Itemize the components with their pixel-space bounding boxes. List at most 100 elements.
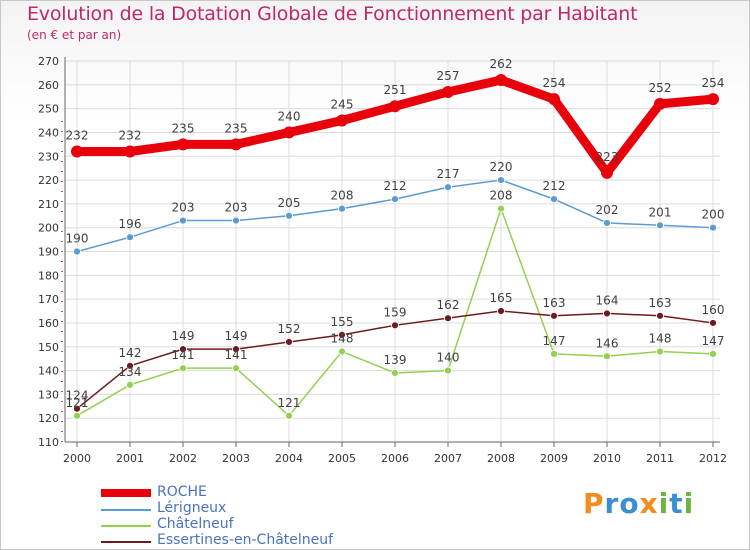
point-series-1 [126, 233, 134, 242]
point-series-1 [550, 195, 558, 204]
data-label: 124 [66, 389, 89, 403]
point-roche [283, 126, 295, 139]
x-tick-label: 2001 [116, 452, 144, 465]
y-tick-label: 180 [38, 269, 59, 282]
data-label: 223 [596, 150, 619, 164]
data-label: 163 [649, 296, 672, 310]
point-series-3 [709, 319, 717, 327]
data-label: 190 [66, 232, 89, 246]
y-tick-label: 220 [38, 174, 59, 187]
data-label: 203 [225, 201, 248, 215]
legend-label-chatelneuf: Châtelneuf [157, 516, 234, 532]
point-roche [495, 74, 507, 87]
point-series-2 [497, 204, 505, 213]
point-series-1 [603, 219, 611, 227]
point-series-1 [656, 221, 664, 230]
data-label: 147 [702, 334, 725, 348]
data-label: 200 [702, 208, 725, 222]
x-tick-label: 2008 [487, 452, 515, 465]
data-label: 203 [172, 201, 195, 215]
point-series-3 [285, 338, 293, 346]
point-series-2 [338, 347, 346, 356]
point-roche [654, 97, 666, 110]
point-series-2 [709, 349, 717, 358]
data-labels: 232 232 235 235 240 245 251 257 262 254 223 252 254 1… [66, 57, 725, 410]
data-label: 148 [649, 332, 672, 346]
point-series-1 [179, 216, 187, 225]
point-series-2 [232, 364, 240, 373]
x-tick-label: 2012 [699, 452, 727, 465]
grid-lines [65, 60, 720, 443]
y-tick-label: 170 [38, 293, 59, 306]
y-tick-label: 270 [38, 55, 59, 68]
point-roche [707, 93, 719, 106]
data-label: 148 [331, 332, 354, 346]
data-label: 212 [543, 179, 566, 193]
y-tick-label: 130 [38, 388, 59, 401]
point-series-1 [497, 176, 505, 184]
legend-item-chatelneuf: Châtelneuf [101, 516, 361, 533]
y-tick-label: 150 [38, 341, 59, 354]
x-tick-label: 2011 [646, 452, 674, 465]
y-tick-label: 190 [38, 246, 59, 259]
legend-item-roche: ROCHE [101, 484, 361, 501]
legend-item-essertines: Essertines-en-Châtelneuf [101, 532, 361, 549]
point-series-1 [709, 223, 717, 232]
point-series-3 [444, 314, 452, 323]
point-series-2 [285, 411, 293, 420]
data-label: 254 [702, 76, 725, 90]
data-label: 202 [596, 203, 619, 217]
legend-swatch-lerigneux [101, 509, 151, 511]
data-label: 235 [172, 121, 195, 135]
point-series-1 [285, 211, 293, 220]
point-roche [71, 145, 83, 158]
point-series-2 [126, 380, 134, 389]
point-roche [442, 85, 454, 98]
data-label: 208 [490, 189, 513, 203]
legend-item-lerigneux: Lérigneux [101, 500, 361, 517]
data-label: 121 [66, 396, 89, 410]
point-series-1 [73, 247, 81, 256]
legend-label-essertines: Essertines-en-Châtelneuf [157, 532, 334, 548]
y-tick-label: 250 [38, 103, 59, 116]
data-label: 155 [331, 315, 354, 329]
point-series-1 [338, 204, 346, 213]
data-label: 159 [384, 305, 407, 319]
y-tick-label: 210 [38, 198, 59, 211]
data-label: 139 [384, 353, 407, 367]
point-roche [601, 166, 613, 179]
data-label: 254 [543, 76, 566, 90]
chart-subtitle: (en € et par an) [27, 28, 122, 42]
legend-swatch-essertines [101, 541, 151, 543]
data-label: 252 [649, 81, 672, 95]
point-series-3 [179, 345, 187, 354]
point-series-3 [550, 311, 558, 320]
y-tick-label: 140 [38, 365, 59, 378]
data-label: 141 [225, 348, 248, 362]
point-series-2 [603, 352, 611, 361]
point-series-3 [497, 307, 505, 315]
x-tick-label: 2002 [169, 452, 197, 465]
data-label: 257 [437, 69, 460, 83]
point-series-2 [179, 364, 187, 373]
point-series-3 [603, 309, 611, 318]
data-label: 134 [119, 365, 142, 379]
point-series-3 [73, 404, 81, 413]
data-label: 245 [331, 98, 354, 112]
point-series-2 [73, 411, 81, 420]
data-label: 165 [490, 291, 513, 305]
point-series-1 [444, 183, 452, 192]
x-tick-label: 2003 [222, 452, 250, 465]
x-tick-label: 2007 [434, 452, 462, 465]
legend-swatch-roche [101, 489, 151, 497]
point-series-1 [232, 216, 240, 225]
x-tick-label: 2005 [328, 452, 356, 465]
point-series-2 [391, 369, 399, 377]
data-label: 220 [490, 160, 513, 174]
point-roche [230, 138, 242, 151]
point-series-2 [656, 347, 664, 356]
chart-plot: 110 120 130 140 150 160 170 180 190 200 210 220 230 2… [38, 55, 727, 465]
data-label: 217 [437, 167, 460, 181]
point-roche [389, 100, 401, 113]
